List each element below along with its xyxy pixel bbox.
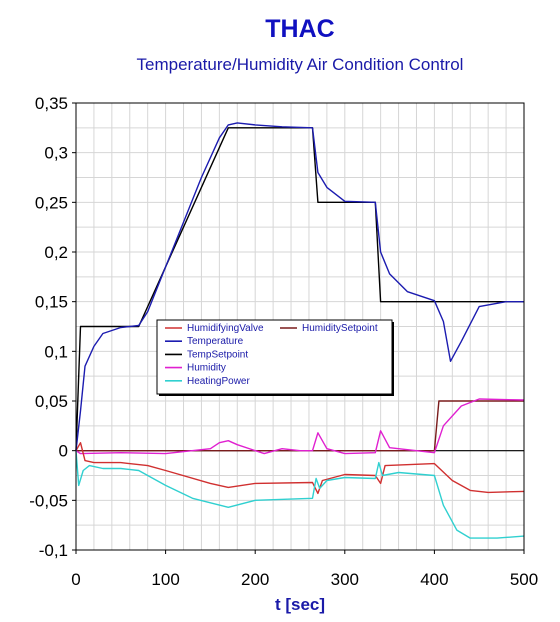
y-tick-label: 0,35	[35, 94, 68, 113]
series-line-heatingpower	[75, 450, 525, 539]
y-tick-label: -0,1	[39, 541, 68, 560]
legend-label: HumidifyingValve	[187, 323, 264, 334]
x-tick-label: 0	[71, 570, 80, 589]
x-axis-ticks: 0 100 200 300 400 500	[71, 550, 538, 589]
chart-title: THAC	[265, 15, 334, 43]
y-tick-label: 0,25	[35, 193, 68, 212]
series-line-humidity	[75, 398, 525, 455]
y-tick-label: 0,15	[35, 293, 68, 312]
chart-subtitle: Temperature/Humidity Air Condition Contr…	[137, 55, 464, 74]
x-tick-label: 200	[241, 570, 269, 589]
series-line-humidifyingvalve	[75, 442, 525, 495]
y-tick-label: 0,3	[44, 144, 68, 163]
x-tick-label: 100	[151, 570, 179, 589]
x-axis-label: t [sec]	[275, 595, 325, 614]
x-tick-label: 500	[510, 570, 538, 589]
y-tick-label: -0,05	[29, 491, 68, 510]
y-tick-label: 0,05	[35, 392, 68, 411]
series-group	[75, 122, 525, 539]
plot-frame	[75, 102, 525, 551]
x-tick-label: 300	[331, 570, 359, 589]
y-axis-ticks: -0,1 -0,05 0 0,05 0,1 0,15 0,2 0,25 0,3 0,35	[29, 94, 76, 560]
legend-label: TempSetpoint	[187, 349, 248, 360]
x-tick-label: 400	[420, 570, 448, 589]
plot-area: -0,1 -0,05 0 0,05 0,1 0,15 0,2 0,25 0,3 0,35 0 100 2…	[29, 94, 538, 589]
series-line-temperature	[75, 122, 524, 451]
legend-label: HumiditySetpoint	[302, 323, 378, 334]
legend-box	[156, 319, 393, 395]
legend-label: HeatingPower	[187, 376, 250, 387]
legend-label: Humidity	[187, 363, 226, 374]
legend-label: Temperature	[187, 336, 244, 347]
legend: HumidifyingValve HumiditySetpoint Temperat…	[156, 319, 394, 396]
y-tick-label: 0,1	[44, 342, 68, 361]
y-tick-label: 0,2	[44, 243, 68, 262]
y-tick-label: 0	[59, 442, 68, 461]
